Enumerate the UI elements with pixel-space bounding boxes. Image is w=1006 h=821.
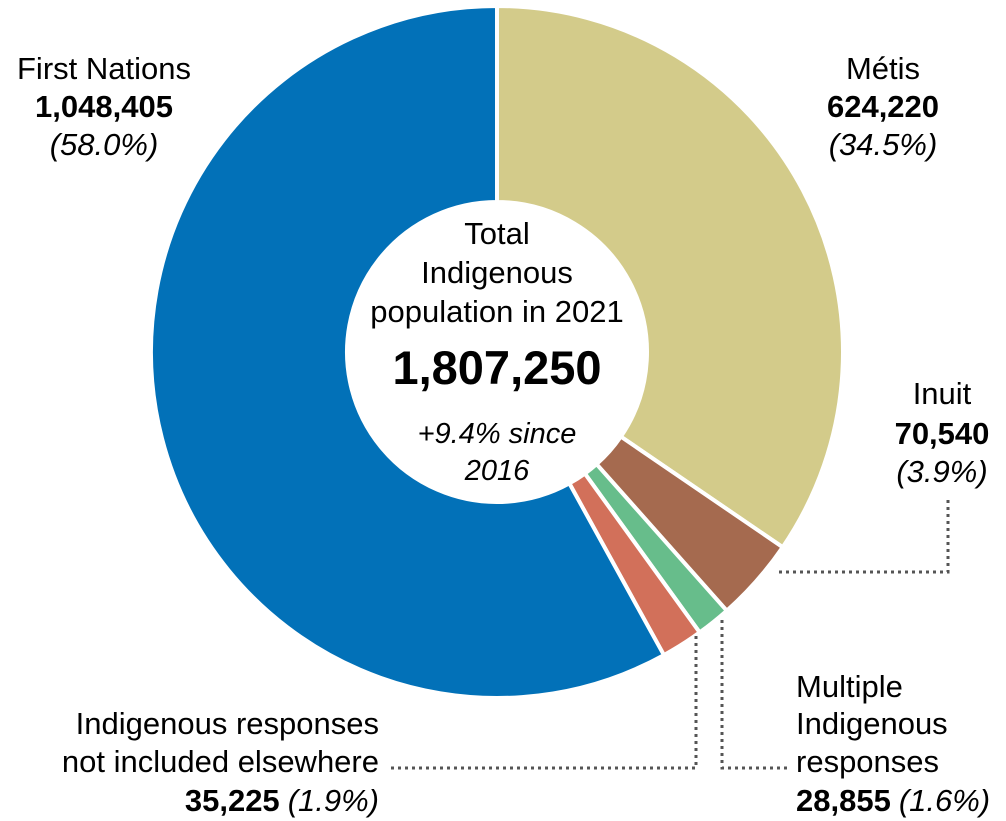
inuit-leader-line (775, 500, 950, 574)
inuit-value: 70,540 (895, 416, 990, 451)
metis-value: 624,220 (827, 89, 939, 124)
multiple-leader-line (720, 620, 788, 770)
multiple-name-line-2: Indigenous (796, 706, 948, 741)
label-first-nations: First Nations 1,048,405 (58.0%) (17, 51, 191, 162)
label-multiple-indigenous: Multiple Indigenous responses 28,855 (1.6… (796, 669, 990, 818)
multiple-value-line: 28,855 (1.6%) (796, 783, 990, 818)
nie-name-line-1: Indigenous responses (76, 706, 379, 741)
inuit-name: Inuit (913, 376, 972, 411)
center-total-value: 1,807,250 (392, 341, 601, 394)
multiple-percent: (1.6%) (899, 783, 990, 818)
center-title-line-1: Total (464, 216, 529, 251)
center-change-line-2: 2016 (464, 455, 530, 487)
label-not-included-elsewhere: Indigenous responses not included elsewh… (62, 706, 379, 818)
donut-slices (149, 3, 845, 700)
nie-percent: (1.9%) (288, 783, 379, 818)
label-metis: Métis 624,220 (34.5%) (827, 51, 939, 162)
nie-value-line: 35,225 (1.9%) (185, 783, 379, 818)
center-title-line-2: Indigenous (421, 255, 573, 290)
multiple-name-line-3: responses (796, 744, 939, 779)
slice-m-tis (495, 3, 845, 550)
multiple-name-line-1: Multiple (796, 669, 903, 704)
inuit-percent: (3.9%) (896, 454, 987, 489)
first-nations-name: First Nations (17, 51, 191, 86)
nie-leader-line (388, 636, 698, 770)
center-change-line-1: +9.4% since (418, 418, 577, 450)
label-inuit: Inuit 70,540 (3.9%) (895, 376, 990, 489)
nie-value: 35,225 (185, 783, 280, 818)
slice-first-nations (149, 3, 667, 700)
center-label: Total Indigenous population in 2021 1,80… (370, 216, 623, 487)
metis-percent: (34.5%) (829, 127, 938, 162)
metis-name: Métis (846, 51, 920, 86)
center-title-line-3: population in 2021 (370, 294, 623, 329)
nie-name-line-2: not included elsewhere (62, 744, 379, 779)
first-nations-percent: (58.0%) (50, 127, 159, 162)
multiple-value: 28,855 (796, 783, 891, 818)
first-nations-value: 1,048,405 (35, 89, 173, 124)
